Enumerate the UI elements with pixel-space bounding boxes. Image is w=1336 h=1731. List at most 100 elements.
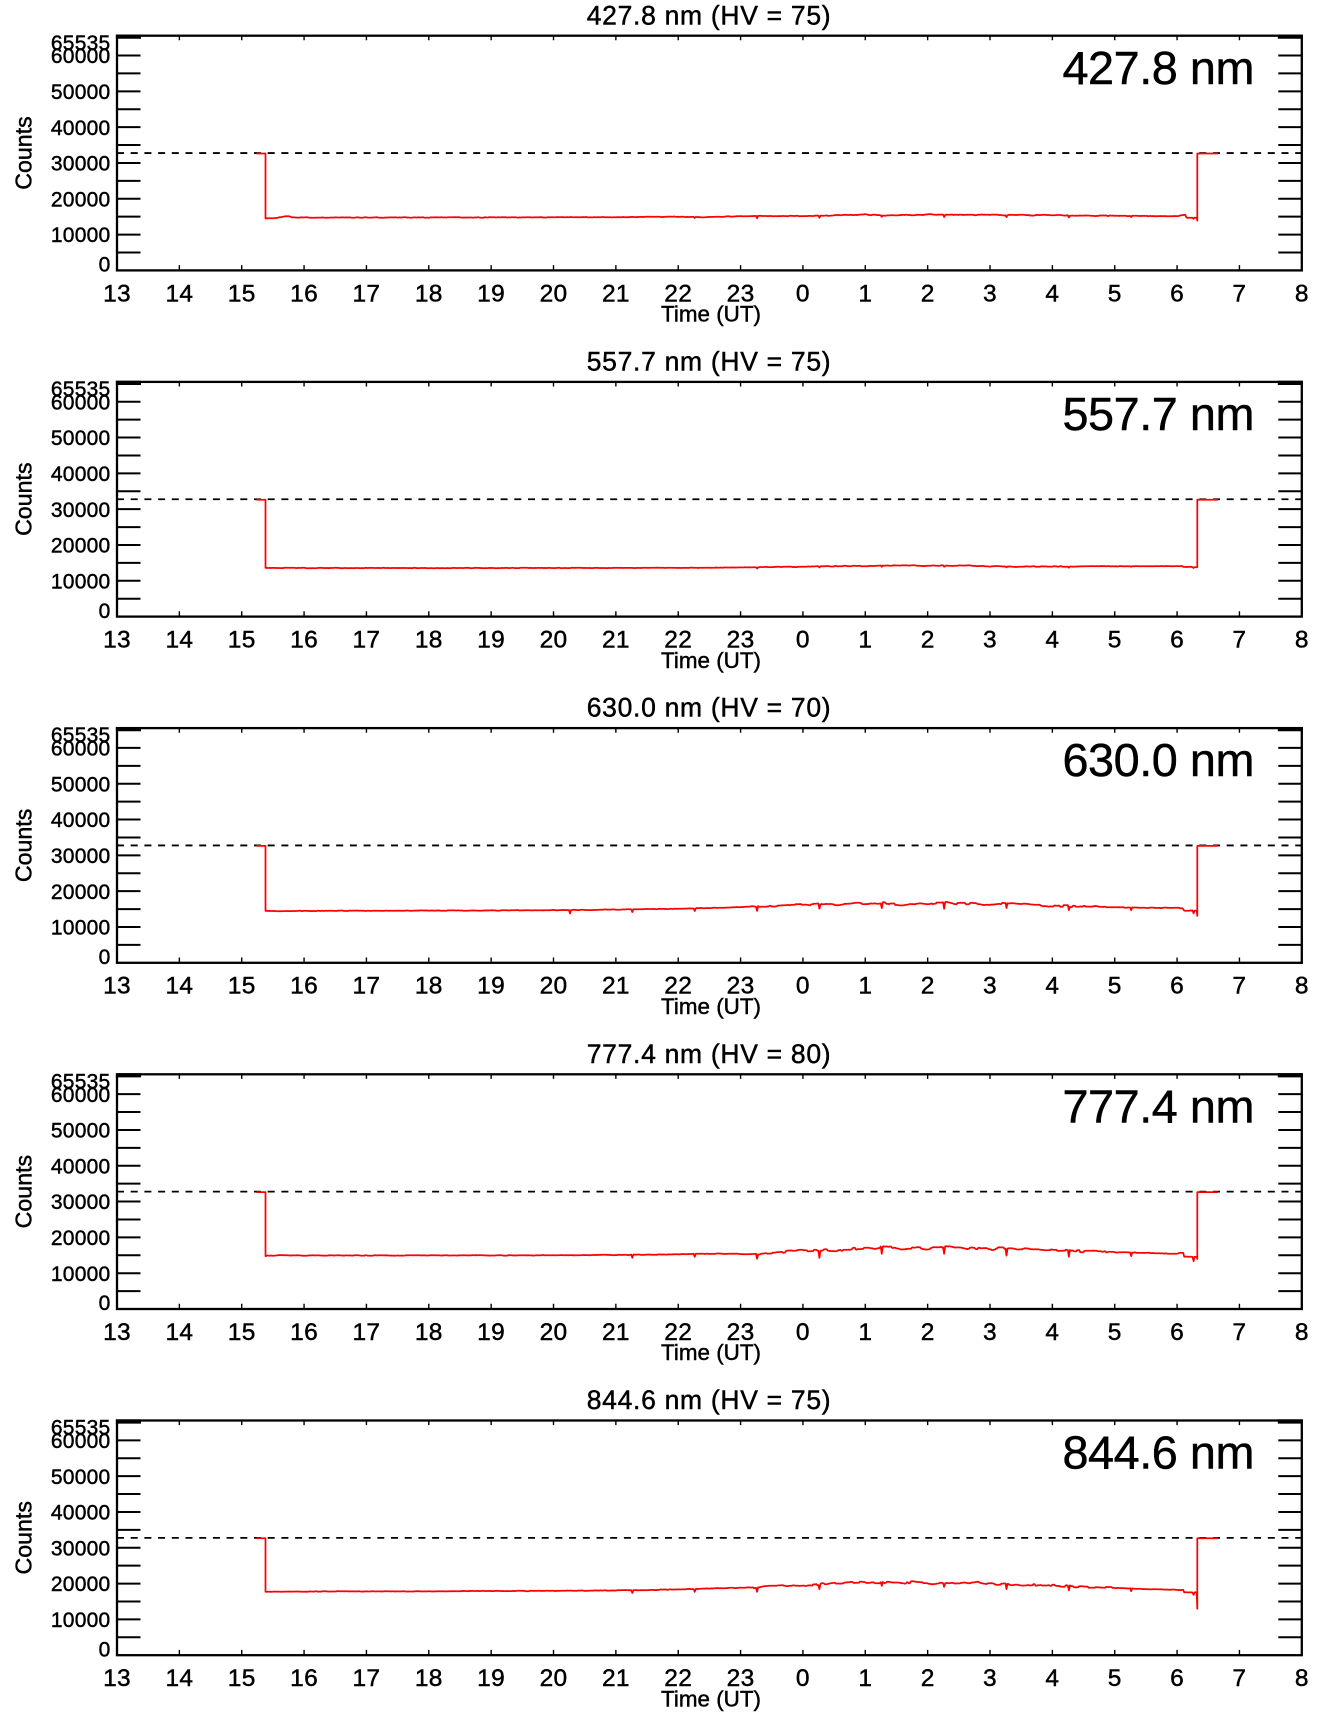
svg-text:Time (UT): Time (UT) [661,1686,761,1711]
svg-text:7: 7 [1232,1665,1246,1692]
svg-text:19: 19 [477,1319,505,1346]
svg-text:65535: 65535 [51,32,111,55]
svg-text:4: 4 [1045,280,1059,307]
svg-text:6: 6 [1170,1319,1184,1346]
svg-text:21: 21 [602,280,630,307]
svg-text:8: 8 [1295,973,1309,1000]
svg-text:14: 14 [165,1319,193,1346]
svg-text:4: 4 [1045,1319,1059,1346]
svg-text:2: 2 [921,973,935,1000]
svg-text:14: 14 [165,1665,193,1692]
svg-text:0: 0 [99,1638,111,1661]
svg-text:13: 13 [103,1665,131,1692]
svg-text:14: 14 [165,627,193,654]
svg-text:30000: 30000 [51,1191,111,1214]
svg-text:4: 4 [1045,1665,1059,1692]
svg-text:30000: 30000 [51,499,111,522]
svg-text:65535: 65535 [51,1417,111,1440]
svg-text:30000: 30000 [51,1537,111,1560]
svg-text:427.8 nm (HV = 75): 427.8 nm (HV = 75) [587,0,832,30]
svg-text:2: 2 [921,280,935,307]
svg-text:3: 3 [983,1665,997,1692]
svg-text:0: 0 [99,946,111,969]
svg-text:7: 7 [1232,627,1246,654]
svg-text:7: 7 [1232,1319,1246,1346]
svg-text:17: 17 [352,627,380,654]
svg-text:6: 6 [1170,627,1184,654]
svg-text:19: 19 [477,973,505,1000]
svg-text:Counts: Counts [10,116,36,189]
svg-text:60000: 60000 [51,391,111,414]
svg-text:15: 15 [228,973,256,1000]
svg-text:20: 20 [540,973,568,1000]
svg-text:8: 8 [1295,627,1309,654]
svg-text:2: 2 [921,1665,935,1692]
svg-text:3: 3 [983,1319,997,1346]
svg-text:2: 2 [921,627,935,654]
svg-text:5: 5 [1108,973,1122,1000]
svg-text:844.6 nm: 844.6 nm [1062,1427,1254,1479]
svg-text:427.8 nm: 427.8 nm [1062,42,1254,94]
svg-text:3: 3 [983,627,997,654]
svg-text:1: 1 [858,973,872,1000]
svg-text:13: 13 [103,1319,131,1346]
svg-text:16: 16 [290,973,318,1000]
svg-text:6: 6 [1170,973,1184,1000]
svg-text:557.7 nm (HV = 75): 557.7 nm (HV = 75) [587,347,832,377]
svg-text:5: 5 [1108,1665,1122,1692]
svg-text:20000: 20000 [51,1573,111,1596]
svg-text:65535: 65535 [51,378,111,401]
svg-text:60000: 60000 [51,1084,111,1107]
svg-text:7: 7 [1232,973,1246,1000]
svg-text:Time (UT): Time (UT) [661,302,761,327]
svg-text:50000: 50000 [51,1120,111,1143]
svg-text:20000: 20000 [51,535,111,558]
svg-text:777.4 nm (HV = 80): 777.4 nm (HV = 80) [587,1039,832,1069]
svg-text:Counts: Counts [10,809,36,882]
svg-text:65535: 65535 [51,724,111,747]
svg-text:60000: 60000 [51,738,111,761]
svg-text:3: 3 [983,280,997,307]
svg-text:50000: 50000 [51,427,111,450]
svg-text:0: 0 [796,627,810,654]
svg-text:8: 8 [1295,1319,1309,1346]
svg-text:Time (UT): Time (UT) [661,994,761,1019]
svg-text:65535: 65535 [51,1070,111,1093]
svg-text:20000: 20000 [51,1227,111,1250]
svg-text:8: 8 [1295,280,1309,307]
svg-text:0: 0 [796,280,810,307]
svg-text:15: 15 [228,1665,256,1692]
svg-text:20: 20 [540,280,568,307]
svg-text:14: 14 [165,280,193,307]
svg-text:21: 21 [602,1665,630,1692]
svg-text:16: 16 [290,627,318,654]
svg-text:40000: 40000 [51,117,111,140]
svg-text:0: 0 [796,1665,810,1692]
svg-text:50000: 50000 [51,773,111,796]
svg-text:16: 16 [290,1665,318,1692]
svg-text:16: 16 [290,280,318,307]
svg-text:40000: 40000 [51,1155,111,1178]
svg-text:19: 19 [477,280,505,307]
svg-text:23: 23 [727,973,755,1000]
svg-text:17: 17 [352,280,380,307]
svg-text:1: 1 [858,280,872,307]
svg-text:18: 18 [415,1665,443,1692]
svg-text:17: 17 [352,973,380,1000]
svg-text:60000: 60000 [51,1430,111,1453]
svg-text:20000: 20000 [51,881,111,904]
svg-text:40000: 40000 [51,1502,111,1525]
svg-text:Counts: Counts [10,1155,36,1228]
svg-text:22: 22 [664,627,692,654]
svg-text:13: 13 [103,973,131,1000]
svg-text:15: 15 [228,1319,256,1346]
svg-text:50000: 50000 [51,81,111,104]
svg-text:0: 0 [99,1292,111,1315]
svg-text:4: 4 [1045,627,1059,654]
svg-text:0: 0 [796,1319,810,1346]
svg-text:0: 0 [796,973,810,1000]
svg-text:18: 18 [415,627,443,654]
svg-text:14: 14 [165,973,193,1000]
svg-text:18: 18 [415,973,443,1000]
svg-text:23: 23 [727,1319,755,1346]
